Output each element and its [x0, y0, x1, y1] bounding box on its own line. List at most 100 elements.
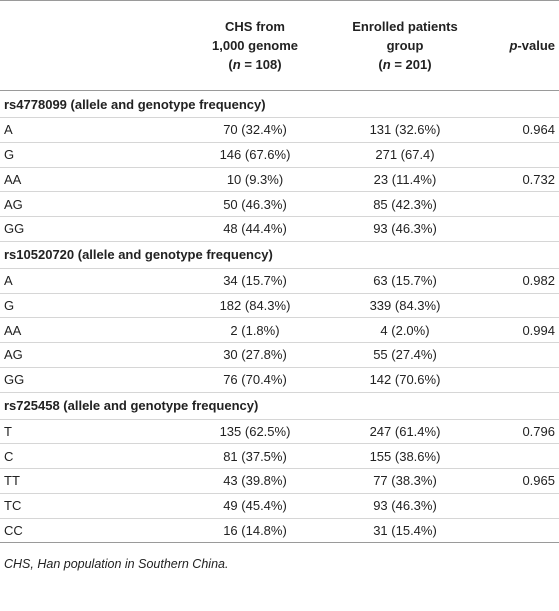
chs-value: 70 (32.4%) [180, 117, 330, 143]
table-row: TC 49 (45.4%) 93 (46.3%) [0, 493, 559, 519]
row-label: T [0, 419, 180, 445]
p-value [480, 216, 559, 242]
table-row: GG 76 (70.4%) 142 (70.6%) [0, 367, 559, 393]
patients-value: 4 (2.0%) [330, 317, 480, 343]
row-label: AA [0, 167, 180, 193]
row-label: C [0, 443, 180, 469]
row-label: A [0, 268, 180, 294]
header-chs-n-label: n [232, 57, 241, 72]
header-chs-n: (n = 108) [228, 57, 282, 72]
chs-value: 16 (14.8%) [180, 518, 330, 544]
patients-value: 93 (46.3%) [330, 216, 480, 242]
table-row: C 81 (37.5%) 155 (38.6%) [0, 443, 559, 469]
row-label: G [0, 142, 180, 168]
p-value [480, 142, 559, 168]
table-row: AG 30 (27.8%) 55 (27.4%) [0, 342, 559, 368]
row-label: TC [0, 493, 180, 519]
patients-value: 77 (38.3%) [330, 468, 480, 494]
section-header-row: rs10520720 (allele and genotype frequenc… [0, 241, 559, 269]
p-value: 0.796 [480, 419, 559, 445]
patients-value: 131 (32.6%) [330, 117, 480, 143]
p-value [480, 293, 559, 319]
p-value [480, 367, 559, 393]
table-row: A 34 (15.7%) 63 (15.7%) 0.982 [0, 268, 559, 294]
chs-value: 50 (46.3%) [180, 191, 330, 217]
header-patients: Enrolled patients group (n = 201) [330, 0, 480, 91]
table-row: GG 48 (44.4%) 93 (46.3%) [0, 216, 559, 242]
header-chs: CHS from 1,000 genome (n = 108) [180, 0, 330, 91]
chs-value: 49 (45.4%) [180, 493, 330, 519]
table-body: rs4778099 (allele and genotype frequency… [0, 90, 559, 544]
patients-value: 31 (15.4%) [330, 518, 480, 544]
table-row: AA 10 (9.3%) 23 (11.4%) 0.732 [0, 167, 559, 193]
header-patients-n: (n = 201) [378, 57, 432, 72]
p-value: 0.982 [480, 268, 559, 294]
chs-value: 81 (37.5%) [180, 443, 330, 469]
p-value [480, 493, 559, 519]
p-value [480, 342, 559, 368]
header-chs-line2: 1,000 genome [212, 38, 298, 53]
section-title: rs725458 (allele and genotype frequency) [0, 392, 559, 420]
patients-value: 271 (67.4) [330, 142, 480, 168]
chs-value: 10 (9.3%) [180, 167, 330, 193]
p-value [480, 518, 559, 544]
p-value: 0.732 [480, 167, 559, 193]
row-label: A [0, 117, 180, 143]
header-patients-line2: group [386, 38, 424, 53]
table-row: T 135 (62.5%) 247 (61.4%) 0.796 [0, 419, 559, 445]
row-label: GG [0, 216, 180, 242]
section-title: rs10520720 (allele and genotype frequenc… [0, 241, 559, 269]
p-value: 0.964 [480, 117, 559, 143]
patients-value: 142 (70.6%) [330, 367, 480, 393]
header-chs-line1: CHS from [225, 19, 285, 34]
row-label: GG [0, 367, 180, 393]
row-label: AA [0, 317, 180, 343]
header-chs-n-value: = 108) [240, 57, 282, 72]
patients-value: 55 (27.4%) [330, 342, 480, 368]
chs-value: 135 (62.5%) [180, 419, 330, 445]
table-row: AG 50 (46.3%) 85 (42.3%) [0, 191, 559, 217]
row-label: AG [0, 191, 180, 217]
p-value [480, 191, 559, 217]
row-label: TT [0, 468, 180, 494]
header-pvalue-p: p [509, 38, 518, 53]
patients-value: 93 (46.3%) [330, 493, 480, 519]
header-patients-line1: Enrolled patients [352, 19, 458, 34]
p-value: 0.965 [480, 468, 559, 494]
row-label: AG [0, 342, 180, 368]
chs-value: 146 (67.6%) [180, 142, 330, 168]
header-pvalue-rest: -value [517, 38, 555, 53]
p-value [480, 443, 559, 469]
row-label: G [0, 293, 180, 319]
table-row: G 182 (84.3%) 339 (84.3%) [0, 293, 559, 319]
patients-value: 339 (84.3%) [330, 293, 480, 319]
row-label: CC [0, 518, 180, 544]
chs-value: 34 (15.7%) [180, 268, 330, 294]
chs-value: 76 (70.4%) [180, 367, 330, 393]
patients-value: 63 (15.7%) [330, 268, 480, 294]
table-header-row: CHS from 1,000 genome (n = 108) Enrolled… [0, 0, 559, 91]
section-title: rs4778099 (allele and genotype frequency… [0, 90, 559, 118]
patients-value: 85 (42.3%) [330, 191, 480, 217]
chs-value: 43 (39.8%) [180, 468, 330, 494]
chs-value: 2 (1.8%) [180, 317, 330, 343]
header-blank [0, 0, 180, 91]
table-footnote: CHS, Han population in Southern China. [4, 557, 229, 572]
header-patients-n-value: = 201) [390, 57, 432, 72]
section-header-row: rs4778099 (allele and genotype frequency… [0, 90, 559, 118]
frequency-table: CHS from 1,000 genome (n = 108) Enrolled… [0, 0, 559, 544]
patients-value: 247 (61.4%) [330, 419, 480, 445]
chs-value: 30 (27.8%) [180, 342, 330, 368]
table-row: G 146 (67.6%) 271 (67.4) [0, 142, 559, 168]
patients-value: 155 (38.6%) [330, 443, 480, 469]
section-header-row: rs725458 (allele and genotype frequency) [0, 392, 559, 420]
table-row: TT 43 (39.8%) 77 (38.3%) 0.965 [0, 468, 559, 494]
header-patients-n-label: n [382, 57, 391, 72]
table-row: AA 2 (1.8%) 4 (2.0%) 0.994 [0, 317, 559, 343]
table-row: CC 16 (14.8%) 31 (15.4%) [0, 518, 559, 544]
header-pvalue: p-value [480, 0, 559, 91]
patients-value: 23 (11.4%) [330, 167, 480, 193]
p-value: 0.994 [480, 317, 559, 343]
table-row: A 70 (32.4%) 131 (32.6%) 0.964 [0, 117, 559, 143]
